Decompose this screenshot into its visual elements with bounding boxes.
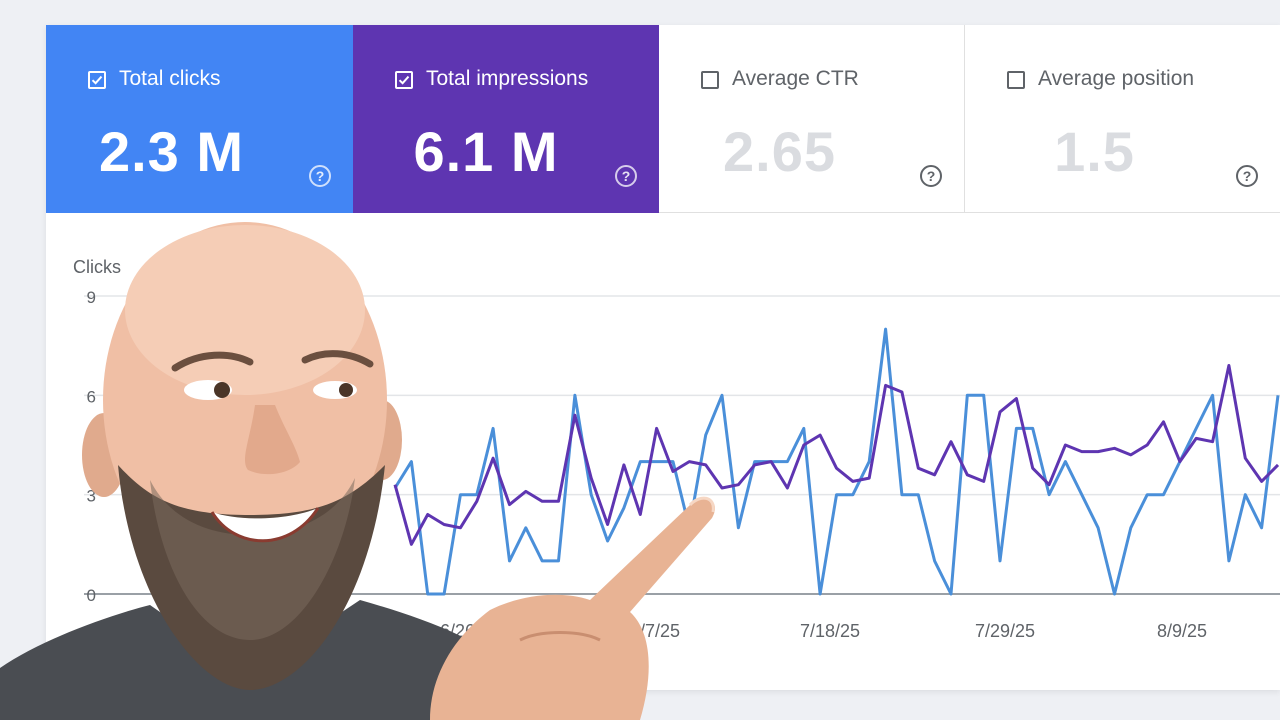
y-tick-label: 6: [87, 387, 96, 406]
y-tick-label: 3: [87, 487, 96, 506]
x-tick-label: 7/18/25: [800, 621, 860, 641]
checkbox-average-ctr[interactable]: [701, 71, 719, 89]
help-icon[interactable]: ?: [309, 165, 331, 187]
metric-label: Average position: [1038, 67, 1195, 90]
metric-value: 2.65: [723, 120, 836, 183]
checkmark-icon: [91, 75, 103, 85]
y-tick-label: 0: [87, 586, 96, 605]
help-icon[interactable]: ?: [920, 165, 942, 187]
metric-label: Total impressions: [426, 67, 589, 90]
metric-card-average-ctr[interactable]: Average CTR 2.65 ?: [659, 25, 965, 213]
metric-value: 6.1 M: [413, 120, 559, 183]
x-tick-label: 7/29/25: [975, 621, 1035, 641]
metric-card-average-position[interactable]: Average position 1.5 ?: [965, 25, 1280, 213]
metric-value: 2.3 M: [98, 120, 245, 183]
metric-value: 1.5: [1054, 120, 1135, 183]
metric-label: Total clicks: [119, 67, 221, 90]
checkbox-total-impressions[interactable]: [395, 71, 413, 89]
checkmark-icon: [398, 75, 410, 85]
x-tick-label: 8/9/25: [1157, 621, 1207, 641]
metric-card-total-impressions[interactable]: Total impressions 6.1 M ?: [353, 25, 659, 213]
metric-card-total-clicks[interactable]: Total clicks 2.3 M ?: [46, 25, 353, 213]
series-line-0: [393, 327, 1280, 596]
y-axis-label: Clicks: [73, 257, 121, 277]
checkbox-average-position[interactable]: [1007, 71, 1025, 89]
metric-label: Average CTR: [732, 67, 859, 90]
checkbox-total-clicks[interactable]: [88, 71, 106, 89]
y-tick-label: 9: [87, 288, 96, 307]
series-line-1: [393, 364, 1280, 546]
help-icon[interactable]: ?: [615, 165, 637, 187]
metric-cards: Total clicks 2.3 M ? Total impressions 6…: [46, 25, 1280, 213]
help-icon[interactable]: ?: [1236, 165, 1258, 187]
